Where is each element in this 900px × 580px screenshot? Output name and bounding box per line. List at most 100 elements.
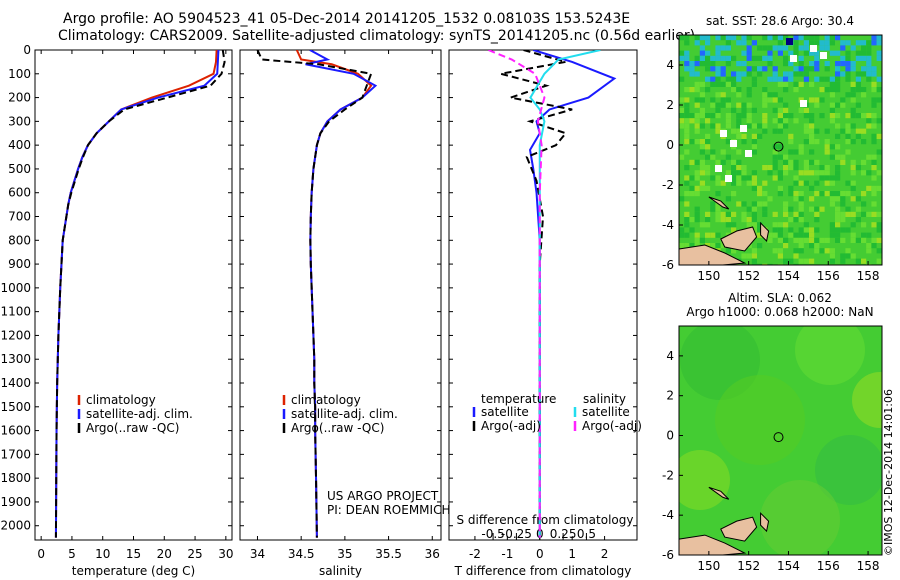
sst-pixel	[725, 196, 731, 202]
sst-pixel	[814, 102, 820, 108]
legend-label: Argo(-adj)	[582, 419, 642, 433]
sst-pixel	[809, 196, 815, 202]
map-field	[679, 35, 882, 265]
sst-pixel	[793, 217, 799, 223]
sst-pixel	[845, 71, 851, 77]
sst-pixel	[829, 87, 835, 93]
sst-pixel	[679, 35, 685, 41]
sst-pixel	[798, 237, 804, 243]
sst-pixel	[777, 222, 783, 228]
sst-pixel	[741, 211, 747, 217]
sst-pixel	[783, 206, 789, 212]
sst-pixel	[772, 107, 778, 113]
sst-pixel	[694, 102, 700, 108]
sst-pixel	[819, 248, 825, 254]
sst-pixel	[835, 61, 841, 67]
sst-pixel	[689, 71, 695, 77]
sst-pixel	[762, 66, 768, 72]
sst-pixel	[731, 175, 737, 181]
sst-pixel	[793, 50, 799, 56]
sst-pixel	[746, 55, 752, 61]
sst-pixel	[871, 139, 877, 145]
y-tick-label: 200	[8, 91, 31, 105]
legend-label: Argo(-adj)	[481, 419, 541, 433]
sst-pixel	[845, 123, 851, 129]
sst-pixel	[772, 175, 778, 181]
sst-pixel	[840, 227, 846, 233]
sst-pixel	[684, 87, 690, 93]
sst-pixel	[881, 45, 882, 51]
sst-pixel	[783, 55, 789, 61]
sst-pixel	[757, 201, 763, 207]
sst-pixel	[840, 201, 846, 207]
sst-pixel	[705, 66, 711, 72]
sst-pixel	[772, 97, 778, 103]
sst-pixel	[829, 180, 835, 186]
sst-pixel	[840, 71, 846, 77]
sst-pixel	[829, 92, 835, 98]
sst-pixel	[845, 61, 851, 67]
sst-pixel	[731, 35, 737, 41]
sst-pixel	[679, 55, 685, 61]
sst-pixel	[689, 87, 695, 93]
sst-pixel	[777, 144, 783, 150]
sst-pixel	[720, 81, 726, 87]
sst-pixel	[746, 92, 752, 98]
sst-pixel	[803, 71, 809, 77]
sst-pixel	[829, 76, 835, 82]
sst-pixel	[767, 45, 773, 51]
sst-pixel	[772, 45, 778, 51]
sst-pixel	[746, 35, 752, 41]
sst-pixel	[803, 232, 809, 238]
sst-pixel	[850, 165, 856, 171]
sst-pixel	[757, 185, 763, 191]
sst-pixel	[855, 113, 861, 119]
sst-pixel	[881, 170, 882, 176]
sst-pixel	[793, 71, 799, 77]
sst-pixel	[850, 159, 856, 165]
sst-pixel	[715, 50, 721, 56]
sst-pixel	[725, 211, 731, 217]
sst-pixel	[710, 76, 716, 82]
sst-pixel	[783, 61, 789, 67]
x2-tick-label: 0.5	[577, 527, 596, 541]
sst-pixel	[731, 248, 737, 254]
sst-pixel	[876, 258, 882, 264]
x2-tick-label: 0.25	[550, 527, 577, 541]
sst-pixel	[866, 55, 872, 61]
sst-pixel	[751, 133, 757, 139]
sst-pixel	[751, 248, 757, 254]
sst-pixel	[855, 133, 861, 139]
sst-pixel	[762, 92, 768, 98]
sst-pixel	[829, 232, 835, 238]
y-tick-label: 900	[8, 257, 31, 271]
sst-pixel	[798, 55, 804, 61]
sst-pixel	[861, 113, 867, 119]
sst-pixel	[783, 237, 789, 243]
sst-pixel	[824, 237, 830, 243]
land-polygon	[720, 516, 758, 542]
sst-pixel	[705, 185, 711, 191]
sst-pixel	[751, 211, 757, 217]
sst-pixel	[788, 217, 794, 223]
sst-pixel	[881, 263, 882, 265]
sst-pixel	[694, 35, 700, 41]
sst-pixel	[777, 170, 783, 176]
sst-pixel	[689, 175, 695, 181]
sst-pixel	[814, 55, 820, 61]
sst-pixel	[699, 81, 705, 87]
sst-pixel	[715, 159, 721, 165]
sst-missing-pixel	[740, 125, 747, 132]
sst-pixel	[777, 45, 783, 51]
sst-pixel	[710, 113, 716, 119]
x-axis-label: temperature (deg C)	[72, 564, 195, 578]
sst-pixel	[803, 180, 809, 186]
sst-pixel	[876, 222, 882, 228]
sst-pixel	[819, 175, 825, 181]
sst-pixel	[835, 170, 841, 176]
sst-pixel	[824, 175, 830, 181]
sst-pixel	[840, 40, 846, 46]
sst-pixel	[705, 139, 711, 145]
sst-pixel	[798, 227, 804, 233]
